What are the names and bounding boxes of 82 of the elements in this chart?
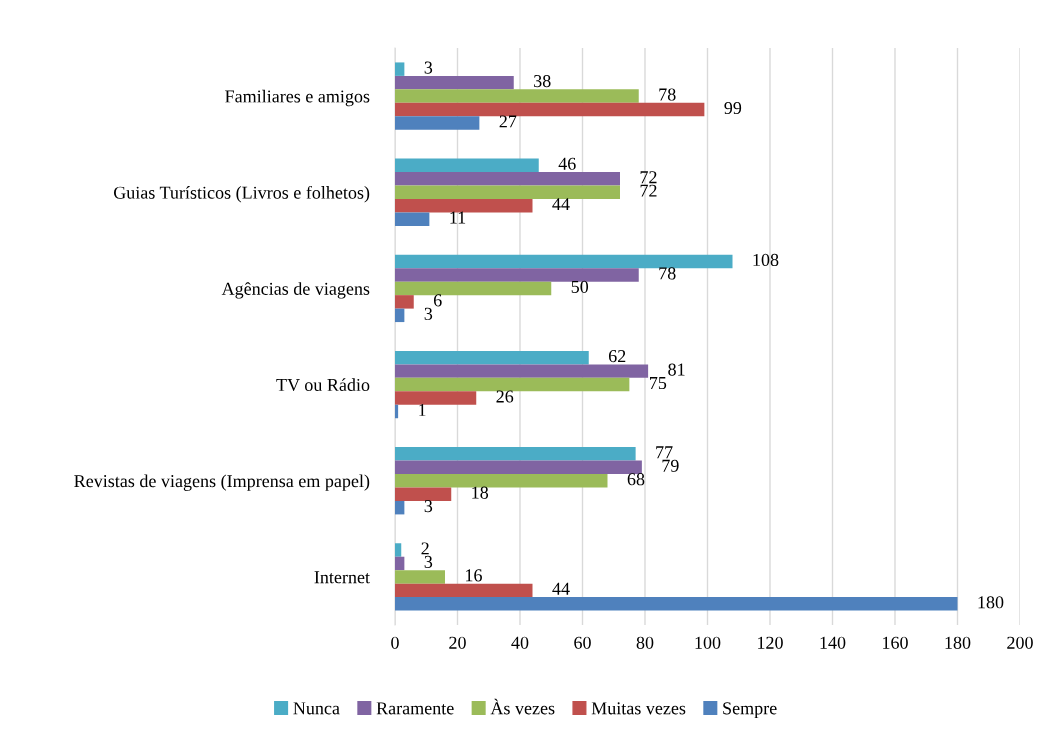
bar: [395, 556, 405, 571]
bar: [395, 391, 477, 405]
x-tick-label: 60: [574, 636, 591, 649]
bar: [395, 254, 733, 269]
data-label: 79: [662, 459, 679, 472]
bar: [395, 116, 480, 130]
y-tick-label: Revistas de viagens (Imprensa em papel): [74, 474, 370, 491]
bar: [395, 543, 402, 557]
x-tick-label: 80: [636, 636, 654, 649]
data-label: 26: [496, 390, 514, 403]
bar: [395, 364, 649, 378]
bar: [395, 89, 639, 103]
bar: [395, 75, 514, 90]
data-label: 6: [433, 294, 442, 307]
data-label: 72: [640, 171, 657, 184]
data-label: 99: [724, 101, 742, 115]
data-label: 16: [466, 569, 482, 582]
data-label: 62: [608, 350, 626, 363]
bar: [395, 474, 608, 488]
data-label: 38: [534, 74, 551, 88]
bar: [395, 404, 399, 419]
legend-label: Às vezes: [490, 698, 555, 715]
data-label: 68: [627, 473, 645, 486]
data-label: 1: [419, 403, 426, 416]
data-label: 44: [552, 582, 570, 595]
bar: [395, 62, 405, 76]
bar: [395, 447, 636, 461]
bar: [395, 281, 552, 296]
legend-label: Muitas vezes: [591, 702, 686, 715]
data-label: 75: [650, 377, 667, 390]
data-label: 78: [659, 267, 676, 280]
data-label: 2: [421, 542, 429, 555]
bar: [395, 295, 414, 309]
data-label: 3: [424, 500, 433, 513]
data-label: 46: [558, 157, 576, 170]
bar: [395, 185, 620, 199]
data-label: 81: [668, 363, 685, 376]
y-tick-label: TV ou Rádio: [276, 378, 370, 392]
x-tick-label: 0: [391, 636, 399, 649]
bar: [395, 377, 630, 392]
data-label: 11: [450, 211, 466, 224]
data-label: 27: [499, 115, 517, 128]
legend-label: Nunca: [293, 702, 340, 715]
bar: [395, 308, 405, 323]
bar: [395, 268, 639, 282]
data-label: 18: [472, 486, 489, 499]
data-label: 77: [656, 446, 673, 459]
legend-label: Sempre: [723, 702, 777, 719]
x-tick-label: 40: [511, 636, 529, 649]
bar: [395, 460, 642, 475]
x-tick-label: 180: [945, 636, 971, 649]
x-tick-label: 200: [1007, 636, 1033, 649]
data-label: 3: [424, 555, 433, 568]
data-label: 44: [552, 198, 570, 211]
x-tick-label: 120: [758, 636, 783, 649]
data-label: 78: [659, 88, 676, 101]
bar: [395, 172, 620, 186]
bar: [395, 102, 705, 117]
bar: [395, 350, 589, 365]
bar: [395, 583, 533, 598]
x-tick-label: 140: [820, 636, 846, 649]
data-label: 50: [571, 280, 589, 293]
y-tick-label: Guias Turísticos (Livros e folhetos): [113, 185, 370, 203]
y-tick-label: Familiares e amigos: [225, 89, 370, 107]
y-tick-label: Agências de viagens: [221, 282, 370, 299]
bar: [395, 158, 539, 173]
bar: [395, 198, 533, 213]
data-label: 3: [424, 307, 433, 320]
bar: [395, 597, 958, 611]
data-label: 108: [753, 253, 779, 267]
x-tick-label: 160: [883, 636, 908, 649]
x-tick-label: 100: [695, 636, 721, 649]
bar: [395, 570, 445, 584]
data-label: 3: [424, 61, 433, 74]
bar: [395, 487, 452, 501]
bar: [395, 212, 430, 226]
data-label: 180: [978, 596, 1004, 609]
x-tick-label: 20: [449, 636, 466, 649]
bar: [395, 500, 405, 515]
legend-label: Raramente: [376, 702, 454, 715]
data-label: 72: [640, 184, 657, 197]
y-tick-label: Internet: [314, 571, 370, 584]
